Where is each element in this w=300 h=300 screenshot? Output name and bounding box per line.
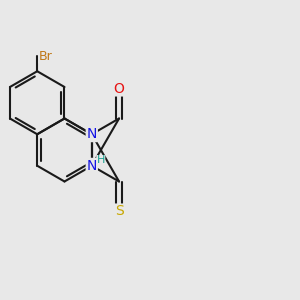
- Text: N: N: [87, 127, 97, 141]
- Text: S: S: [115, 204, 123, 218]
- Text: H: H: [97, 155, 105, 165]
- Text: N: N: [87, 159, 97, 173]
- Text: O: O: [114, 82, 124, 96]
- Text: Br: Br: [39, 50, 52, 63]
